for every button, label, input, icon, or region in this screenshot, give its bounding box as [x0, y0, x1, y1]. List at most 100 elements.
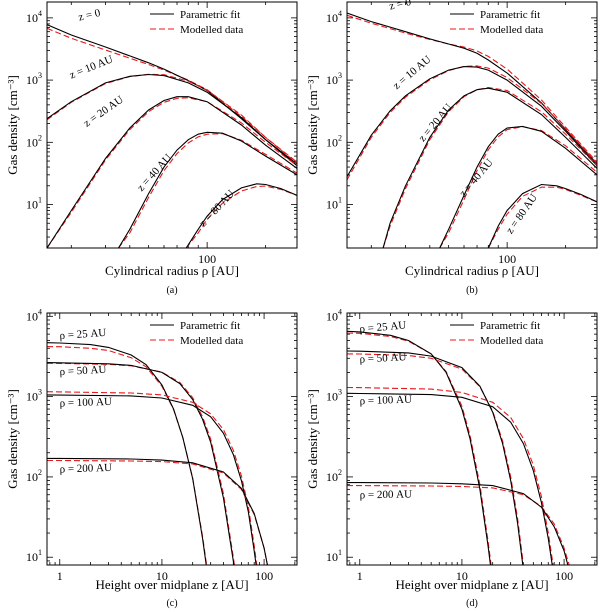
y-tick-label: 103 — [26, 388, 42, 404]
y-tick-base: 10 — [326, 11, 338, 25]
y-tick-exponent: 2 — [38, 468, 42, 477]
fit-line-5 — [487, 183, 597, 248]
y-axis-title: Gas density [cm⁻³] — [5, 389, 20, 489]
legend-data-label: Modelled data — [180, 24, 243, 36]
y-tick-exponent: 4 — [338, 9, 342, 18]
x-tick-label: 1 — [357, 569, 363, 583]
y-tick-label: 104 — [26, 307, 42, 323]
y-tick-exponent: 2 — [38, 133, 42, 142]
x-tick-label: 10 — [456, 569, 468, 583]
y-tick-base: 10 — [326, 390, 338, 404]
y-tick-base: 10 — [26, 11, 38, 25]
fit-line-4 — [439, 125, 597, 248]
y-tick-label: 103 — [326, 388, 342, 404]
y-tick-base: 10 — [326, 135, 338, 149]
y-tick-base: 10 — [26, 309, 38, 323]
y-tick-base: 10 — [326, 309, 338, 323]
plot-frame — [46, 312, 298, 566]
x-tick-label: 100 — [555, 569, 573, 583]
fit-line-2 — [347, 66, 597, 177]
y-tick-exponent: 4 — [338, 307, 342, 316]
y-tick-base: 10 — [326, 73, 338, 87]
curve-label-1: z = 0 — [77, 7, 102, 24]
y-tick-exponent: 1 — [38, 548, 42, 557]
y-tick-exponent: 3 — [38, 71, 42, 80]
curves — [47, 24, 297, 248]
y-tick-label: 103 — [326, 71, 342, 87]
curve-label-3: z = 20 AU — [82, 94, 126, 130]
y-tick-exponent: 3 — [338, 388, 342, 397]
y-tick-base: 10 — [26, 390, 38, 404]
fit-line-4 — [118, 131, 297, 248]
curves — [347, 12, 597, 248]
y-tick-exponent: 3 — [338, 71, 342, 80]
x-axis-title: Height over midplane z [AU] — [95, 577, 248, 592]
fit-line-1 — [347, 12, 597, 165]
curve-label-2: ρ = 50 AU — [59, 364, 106, 378]
fit-line-1 — [47, 24, 297, 165]
curve-label-1: ρ = 25 AU — [359, 319, 407, 335]
y-axis-title: Gas density [cm⁻³] — [305, 75, 320, 175]
curve-label-5: z = 80 AU — [197, 188, 237, 230]
legend-data-label: Modelled data — [180, 335, 243, 347]
y-tick-exponent: 1 — [338, 196, 342, 205]
y-tick-base: 10 — [26, 135, 38, 149]
fit-line-1 — [347, 330, 492, 565]
y-tick-exponent: 4 — [38, 307, 42, 316]
y-tick-label: 102 — [26, 133, 42, 149]
x-axis-title: Height over midplane z [AU] — [395, 577, 548, 592]
data-line-2 — [347, 353, 524, 565]
fit-line-2 — [47, 362, 235, 565]
y-tick-label: 101 — [26, 548, 42, 564]
curve-label-4: z = 40 AU — [135, 152, 174, 194]
y-tick-label: 102 — [326, 468, 342, 484]
curve-label-3: ρ = 100 AU — [359, 394, 412, 408]
y-tick-exponent: 2 — [338, 133, 342, 142]
y-tick-label: 101 — [326, 548, 342, 564]
curve-label-2: z = 10 AU — [391, 53, 434, 92]
fit-line-1 — [47, 342, 207, 565]
y-tick-base: 10 — [26, 198, 38, 212]
curves — [347, 330, 570, 565]
x-tick-label: 10 — [156, 569, 168, 583]
fit-line-3 — [347, 392, 553, 565]
legend-data-label: Modelled data — [480, 24, 543, 36]
y-axis-title: Gas density [cm⁻³] — [5, 75, 20, 175]
fit-line-5 — [185, 183, 297, 248]
legend-fit-label: Parametric fit — [180, 9, 240, 21]
fit-line-2 — [47, 73, 297, 167]
y-tick-exponent: 2 — [338, 468, 342, 477]
y-tick-label: 101 — [326, 196, 342, 212]
curve-label-4: z = 40 AU — [457, 157, 496, 200]
fit-line-2 — [347, 350, 524, 565]
data-line-4 — [439, 126, 597, 248]
data-line-1 — [347, 332, 492, 565]
data-line-5 — [487, 186, 597, 248]
panel-label: (a) — [166, 285, 177, 296]
data-line-4 — [347, 485, 570, 565]
curve-label-4: ρ = 200 AU — [59, 462, 112, 476]
fit-line-4 — [47, 457, 268, 565]
legend-data-label: Modelled data — [480, 335, 543, 347]
panel-label: (c) — [166, 598, 177, 609]
y-tick-exponent: 1 — [38, 196, 42, 205]
curve-label-5: z = 80 AU — [504, 192, 540, 236]
y-tick-label: 102 — [26, 468, 42, 484]
y-tick-base: 10 — [326, 470, 338, 484]
data-line-2 — [47, 362, 235, 565]
curve-label-1: ρ = 25 AU — [59, 327, 107, 342]
y-axis-title: Gas density [cm⁻³] — [305, 389, 320, 489]
data-line-1 — [47, 27, 297, 163]
y-tick-base: 10 — [26, 470, 38, 484]
y-tick-base: 10 — [326, 198, 338, 212]
y-tick-base: 10 — [26, 73, 38, 87]
y-tick-exponent: 4 — [38, 9, 42, 18]
y-tick-label: 101 — [26, 196, 42, 212]
data-line-3 — [47, 97, 297, 248]
curve-label-2: ρ = 50 AU — [359, 351, 406, 365]
x-axis-title: Cylindrical radius ρ [AU] — [105, 263, 239, 278]
